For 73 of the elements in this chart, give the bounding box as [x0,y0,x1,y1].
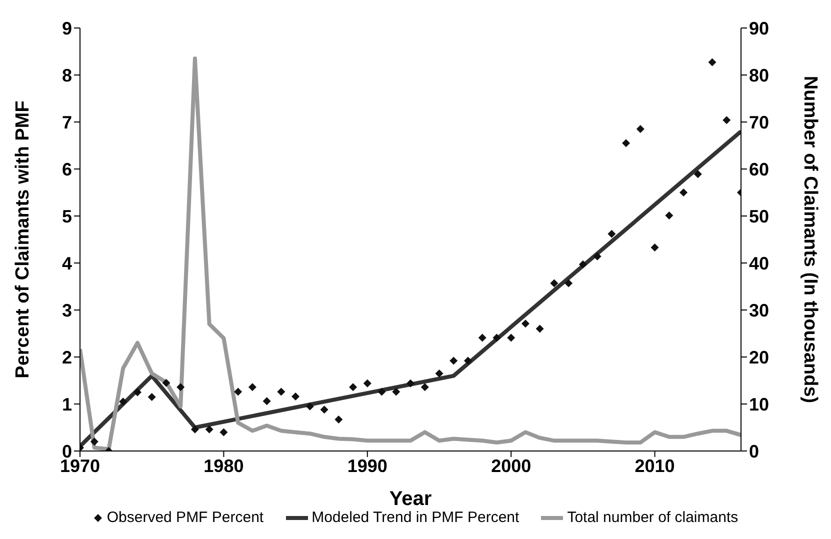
point [521,320,530,328]
point [148,392,156,401]
point [450,356,458,365]
y-tick-label: 4 [62,253,72,274]
y2-tick-label: 90 [749,18,770,38]
legend-label: Total number of claimants [567,509,738,526]
x-axis-title: Year [389,488,432,510]
point [90,438,98,446]
y2-tick-label: 10 [749,394,770,414]
point [334,416,343,424]
point [248,383,256,392]
point [277,388,286,396]
y2-tick-label: 30 [749,300,770,320]
y-tick-label: 3 [62,300,72,320]
point [349,383,358,392]
y2-tick-label: 0 [749,441,760,462]
point [536,324,544,333]
y2-tick-label: 50 [749,206,770,226]
y-tick-label: 2 [62,347,72,368]
point [176,383,185,392]
point [694,170,702,178]
point [636,125,644,134]
x-tick-label: 1980 [204,456,244,476]
point [550,279,558,288]
legend-label: Observed PMF Percent [106,509,264,526]
x-tick-label: 2000 [491,456,532,476]
point [564,279,573,288]
point [363,379,372,388]
y-tick-label: 9 [62,18,72,38]
point [665,212,674,220]
y-tick-label: 5 [62,206,72,226]
point [378,388,386,396]
point [320,406,328,414]
y2-tick-label: 70 [749,112,770,132]
point [492,334,501,342]
point [392,388,400,396]
point [680,188,688,196]
y-tick-label: 8 [62,65,72,86]
y-tick-label: 6 [62,159,72,180]
y2-tick-label: 80 [749,65,770,86]
point [306,402,314,410]
point [406,379,414,388]
point [220,428,228,436]
point [420,383,429,392]
y-axis-title: Percent of Claimants with PMF [12,100,34,378]
point [722,116,731,124]
point [650,243,659,252]
y2-axis-title: Number of Claimants (In thousands) [799,76,820,404]
point [593,252,602,260]
point [162,378,170,387]
y-tick-label: 7 [62,112,72,132]
y2-tick-label: 60 [749,159,770,180]
point [622,139,630,148]
point [119,398,128,406]
point [435,369,444,378]
y2-tick-label: 40 [749,253,770,274]
point [708,58,716,66]
point [205,425,214,434]
point [262,397,271,406]
y2-tick-label: 20 [749,347,770,368]
point [292,392,300,400]
legend-label: Modeled Trend in PMF Percent [312,509,520,526]
point [608,230,616,238]
point [578,260,587,268]
point [478,334,486,342]
point [464,356,472,365]
point [133,388,142,396]
x-tick-label: 2010 [634,456,675,476]
y-tick-label: 1 [62,394,72,414]
point [190,425,199,434]
point [507,334,516,342]
x-tick-label: 1990 [347,456,388,476]
point [234,388,242,396]
